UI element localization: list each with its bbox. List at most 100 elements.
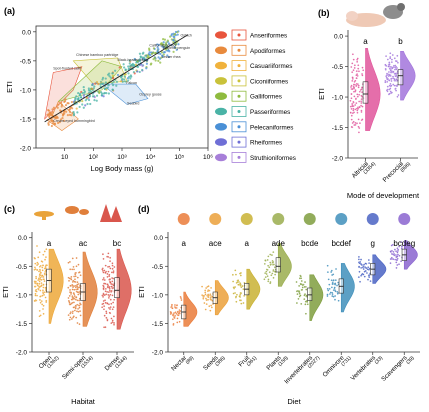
jitter-point xyxy=(43,272,46,275)
jitter-point xyxy=(265,270,268,273)
jitter-point xyxy=(76,283,79,286)
jitter-point xyxy=(209,309,212,312)
diet-icons xyxy=(177,213,411,225)
legend-label: Galliformes xyxy=(250,94,282,101)
jitter-point xyxy=(40,260,43,263)
jitter-point xyxy=(301,286,304,289)
jitter-point xyxy=(205,287,208,290)
jitter-point xyxy=(38,309,41,312)
data-point xyxy=(68,110,72,113)
jitter-point xyxy=(388,84,391,87)
jitter-point xyxy=(42,291,45,294)
jitter-point xyxy=(239,282,242,285)
data-point xyxy=(79,96,83,99)
data-point xyxy=(91,95,95,98)
data-point xyxy=(66,114,69,117)
jitter-point xyxy=(365,272,368,274)
jitter-point xyxy=(210,304,213,307)
jitter-point xyxy=(45,299,48,302)
jitter-point xyxy=(41,266,44,269)
data-point xyxy=(145,62,149,65)
jitter-point xyxy=(110,322,113,325)
jitter-point xyxy=(388,92,391,95)
data-point xyxy=(166,39,169,42)
jitter-point xyxy=(109,293,112,296)
jitter-point xyxy=(36,282,39,285)
jitter-point xyxy=(42,308,44,310)
y-tick-label: -1.0 xyxy=(332,95,344,102)
legend-marker xyxy=(237,64,241,68)
jitter-point xyxy=(109,267,112,270)
jitter-point xyxy=(36,261,39,264)
jitter-point xyxy=(300,280,303,283)
jitter-point xyxy=(75,265,78,268)
jitter-point xyxy=(72,301,75,304)
jitter-point xyxy=(355,70,358,73)
jitter-point xyxy=(298,277,301,280)
data-point xyxy=(106,73,110,76)
data-point xyxy=(75,95,78,98)
data-point xyxy=(93,85,96,88)
jitter-point xyxy=(37,263,40,265)
jitter-point xyxy=(208,305,211,308)
jitter-point xyxy=(109,260,112,263)
jitter-point xyxy=(327,278,330,281)
jitter-point xyxy=(76,291,79,294)
annotation-label: California condor xyxy=(149,43,177,47)
jitter-point xyxy=(204,308,207,311)
bird-silhouette-icon xyxy=(215,46,227,55)
data-point xyxy=(50,124,53,128)
diet-icon xyxy=(209,213,222,225)
jitter-point xyxy=(266,275,269,278)
jitter-point xyxy=(203,302,206,305)
significance-letter: a xyxy=(182,239,187,248)
data-point xyxy=(56,106,59,109)
jitter-point xyxy=(330,286,333,289)
chart-a: 0.0 -0.5 -1.0 -1.5 -2.0 10 10² 10³ 10⁴ 10⁵ 10⁶ Log … xyxy=(5,25,213,173)
jitter-point xyxy=(328,293,331,295)
data-point xyxy=(68,108,72,111)
data-point xyxy=(51,111,55,114)
jitter-point xyxy=(358,265,361,268)
jitter-point xyxy=(41,289,44,292)
jitter-point xyxy=(396,251,399,254)
jitter-point xyxy=(239,299,242,302)
jitter-point xyxy=(68,294,71,297)
significance-letter: bcdeg xyxy=(393,239,415,248)
jitter-point xyxy=(337,299,340,302)
jitter-point xyxy=(171,318,174,321)
jitter-point xyxy=(395,65,398,68)
order-hull xyxy=(58,60,123,102)
jitter-point xyxy=(105,293,108,296)
jitter-point xyxy=(110,285,113,288)
jitter-point xyxy=(240,302,243,305)
jitter-point xyxy=(390,61,393,64)
jitter-point xyxy=(110,271,113,274)
jitter-point xyxy=(304,293,307,296)
jitter-point xyxy=(107,296,110,299)
jitter-point xyxy=(297,297,300,300)
data-point xyxy=(64,103,68,107)
jitter-point xyxy=(76,288,79,291)
significance-letter: bcdef xyxy=(331,239,351,248)
jitter-point xyxy=(349,105,352,108)
jitter-point xyxy=(39,314,42,317)
data-point xyxy=(51,108,54,111)
jitter-point xyxy=(397,248,400,251)
jitter-point xyxy=(389,250,392,253)
annotation-label: Black-headed duck xyxy=(118,58,149,62)
x-tick-label-a: 10² xyxy=(89,154,99,161)
annotation-label: Spot-fronted swift xyxy=(53,67,81,71)
jitter-point xyxy=(74,271,77,274)
jitter-point xyxy=(367,278,369,281)
data-point xyxy=(104,77,107,80)
jitter-point xyxy=(72,279,75,282)
jitter-point xyxy=(111,262,114,265)
y-tick-label: -2.0 xyxy=(152,350,164,357)
legend-label: Apodiformes xyxy=(250,48,285,55)
data-point xyxy=(123,66,126,69)
jitter-point xyxy=(71,257,74,260)
jitter-point xyxy=(237,279,240,282)
jitter-point xyxy=(40,300,43,303)
jitter-point xyxy=(389,258,392,261)
